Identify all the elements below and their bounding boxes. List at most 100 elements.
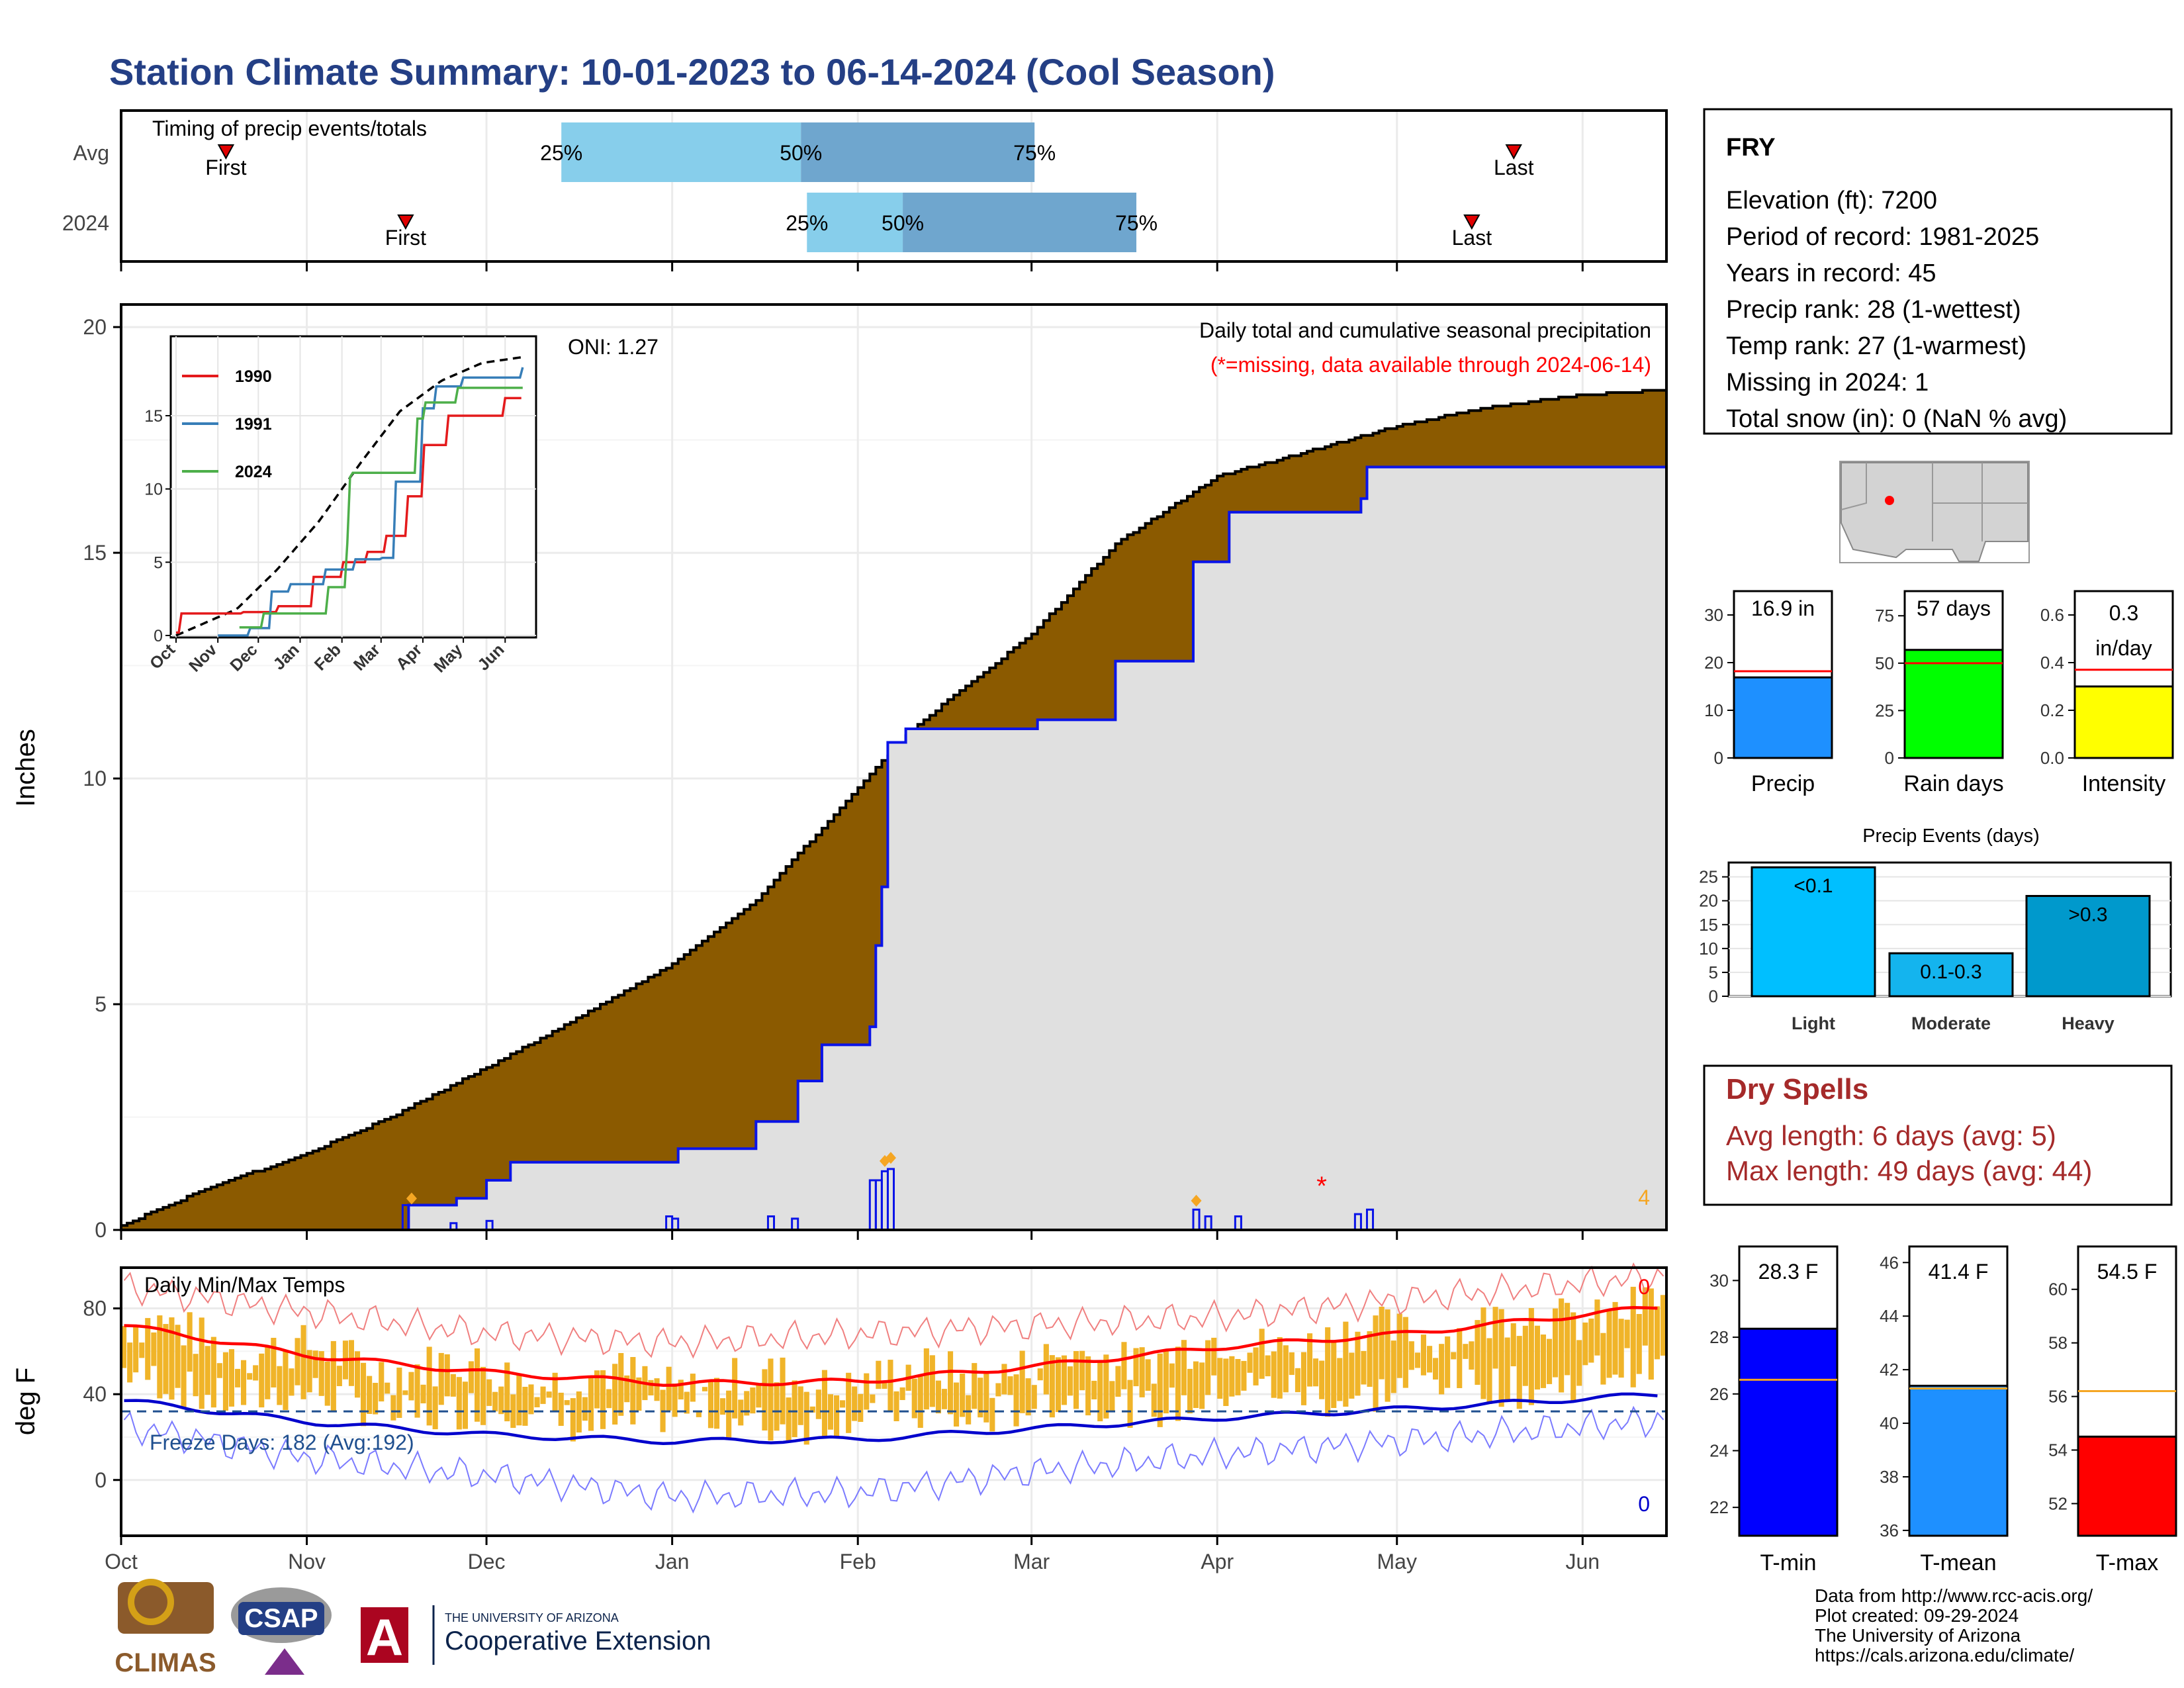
daily-temp-bar xyxy=(1367,1331,1373,1387)
daily-temp-bar xyxy=(1223,1358,1229,1406)
daily-temp-bar xyxy=(408,1372,414,1401)
mini-bar-tick-label: 0 xyxy=(1885,748,1894,768)
daily-temp-bar xyxy=(1073,1351,1079,1409)
timing-last-label: Last xyxy=(1494,156,1534,179)
daily-temp-bar xyxy=(151,1332,157,1366)
climas-logo-text: CLIMAS xyxy=(114,1648,216,1677)
daily-temp-bar xyxy=(420,1384,426,1403)
daily-temp-bar xyxy=(858,1393,864,1422)
daily-temp-bar xyxy=(348,1340,354,1386)
daily-temp-bar xyxy=(750,1387,756,1414)
daily-temp-bar xyxy=(1313,1358,1319,1387)
station-info-line: Elevation (ft): 7200 xyxy=(1726,187,1937,214)
daily-temp-bar xyxy=(253,1365,259,1381)
daily-temp-bar xyxy=(1451,1352,1457,1360)
daily-temp-bar xyxy=(336,1366,342,1386)
daily-temp-bar xyxy=(330,1340,336,1412)
daily-temp-bar xyxy=(654,1378,660,1401)
record-min-line xyxy=(123,1405,1664,1514)
events-tick-label: 10 xyxy=(1699,939,1718,959)
daily-temp-bar xyxy=(1498,1309,1504,1407)
daily-temp-bar xyxy=(1612,1301,1618,1375)
daily-temp-bar xyxy=(618,1353,624,1416)
min-record-count: 0 xyxy=(1638,1492,1650,1516)
daily-temp-bar xyxy=(1001,1364,1007,1395)
daily-temp-bar xyxy=(205,1346,210,1395)
daily-temp-bar xyxy=(570,1398,576,1442)
daily-temp-bar xyxy=(576,1391,582,1432)
temp-y-tick-label: 0 xyxy=(95,1468,107,1492)
daily-temp-bar xyxy=(714,1378,720,1429)
daily-temp-bar xyxy=(1420,1335,1426,1376)
inset-legend-label: 2024 xyxy=(235,463,272,481)
timing-q50-label: 50% xyxy=(780,141,822,165)
precip-y-tick-label: 15 xyxy=(83,541,107,565)
daily-temp-bar xyxy=(1079,1350,1085,1391)
daily-temp-bar xyxy=(876,1360,882,1389)
csap-mountain xyxy=(265,1648,304,1675)
inset-legend: 1990 1991 2024 xyxy=(182,367,272,481)
climas-logo: CLIMAS xyxy=(114,1579,216,1677)
station-info-line: Missing in 2024: 1 xyxy=(1726,369,1929,397)
timing-q25-label: 25% xyxy=(540,141,582,165)
daily-temp-bar xyxy=(1427,1346,1433,1373)
daily-temp-bar xyxy=(1133,1348,1139,1387)
timing-bars xyxy=(561,122,1137,252)
daily-temp-bar xyxy=(1553,1308,1559,1378)
daily-temp-bar xyxy=(1600,1333,1606,1385)
timing-q50-q75-bar xyxy=(903,193,1137,252)
month-x-axis: Oct Nov Dec Jan Feb Mar Apr May Jun xyxy=(105,1536,1600,1573)
daily-temp-bar xyxy=(385,1382,390,1394)
daily-temp-bar xyxy=(355,1351,361,1398)
daily-temp-bar xyxy=(1331,1341,1337,1408)
daily-temp-bar xyxy=(995,1383,1001,1397)
mini-bar-value-label: 0.3 xyxy=(2109,601,2138,625)
daily-temp-bar xyxy=(1217,1358,1223,1399)
mini-bar-tick-label: 10 xyxy=(1704,700,1723,720)
station-name: FRY xyxy=(1726,134,1776,162)
timing-panel-label: Timing of precip events/totals xyxy=(152,117,427,140)
freeze-days-label: Freeze Days: 182 (Avg:192) xyxy=(150,1430,414,1454)
daily-temp-bar xyxy=(1547,1338,1553,1384)
month-tick-label: Dec xyxy=(468,1550,506,1573)
daily-temp-bar xyxy=(929,1355,935,1407)
timing-first-label: First xyxy=(385,226,426,250)
daily-temp-bar xyxy=(666,1366,672,1411)
events-category-label: Heavy xyxy=(2062,1013,2115,1033)
daily-temp-bar xyxy=(552,1372,558,1413)
daily-temp-bar xyxy=(361,1362,367,1427)
inset-legend-label: 1990 xyxy=(235,367,272,386)
daily-temp-bar xyxy=(121,1326,127,1368)
daily-temp-bar xyxy=(840,1400,846,1408)
daily-temp-bar xyxy=(1068,1366,1073,1396)
inset-line-1991 xyxy=(218,367,524,637)
daily-temp-bar xyxy=(528,1384,534,1415)
daily-temp-bar xyxy=(1396,1313,1402,1378)
avg-min-line xyxy=(124,1392,1658,1445)
daily-temp-bar xyxy=(786,1397,792,1442)
dry-spells-box: Dry Spells Avg length: 6 days (avg: 5) M… xyxy=(1703,1064,2173,1206)
csap-label-box xyxy=(238,1602,324,1635)
daily-temp-bar xyxy=(1307,1333,1313,1387)
daily-temp-bar xyxy=(630,1357,636,1425)
temp-bar-value-label: 41.4 F xyxy=(1929,1260,1989,1284)
timing-last-label: Last xyxy=(1452,226,1492,250)
events-tick-label: 25 xyxy=(1699,867,1718,887)
inset-y-tick-label: 0 xyxy=(154,627,163,645)
daily-temp-bar xyxy=(169,1317,175,1400)
daily-temp-bar xyxy=(1457,1328,1463,1388)
daily-temp-bar xyxy=(139,1342,145,1358)
page-title: Station Climate Summary: 10-01-2023 to 0… xyxy=(109,51,1275,93)
daily-temp-bar xyxy=(1534,1325,1540,1390)
timing-row-label-avg: Avg xyxy=(73,141,109,165)
ua-logo-small: THE UNIVERSITY OF ARIZONA xyxy=(445,1611,619,1624)
daily-temp-bar xyxy=(948,1351,954,1415)
oni-label: ONI: 1.27 xyxy=(568,335,659,359)
mini-bar-tick-label: 0.2 xyxy=(2040,700,2064,720)
daily-temp-bar xyxy=(564,1400,570,1405)
daily-temp-bar xyxy=(702,1387,707,1391)
daily-temp-bar xyxy=(678,1380,684,1400)
daily-temp-bar xyxy=(277,1366,283,1405)
missing-note: (*=missing, data available through 2024-… xyxy=(1210,353,1651,377)
station-location-dot xyxy=(1885,496,1894,505)
